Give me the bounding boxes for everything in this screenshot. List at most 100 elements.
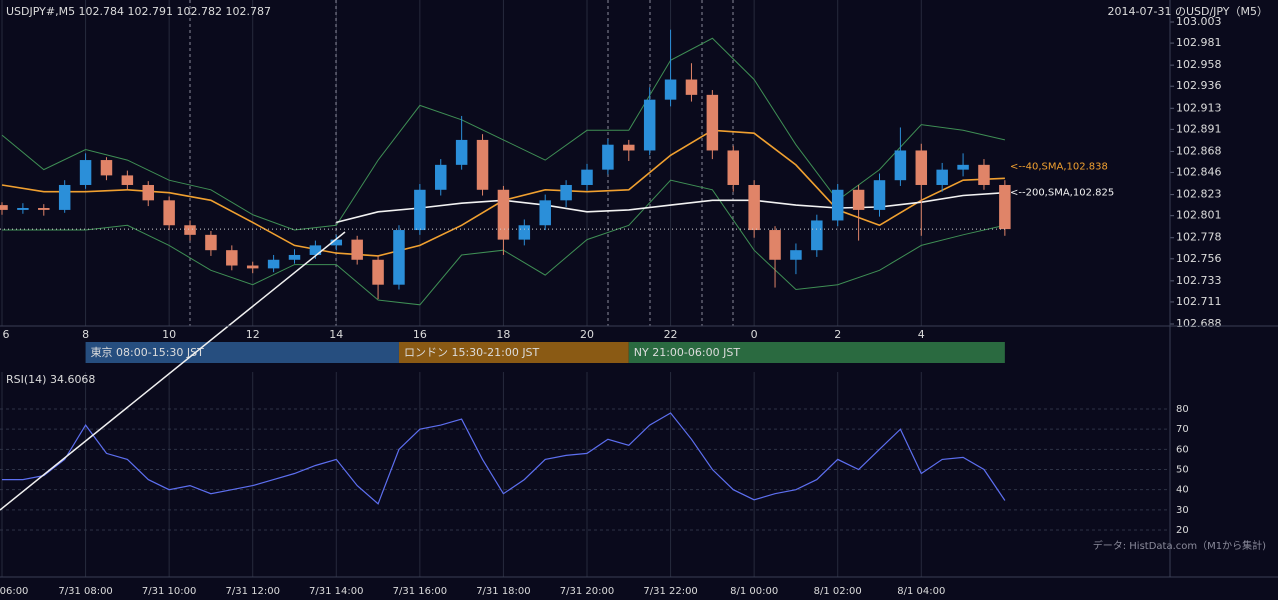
y-tick-label: 80	[1176, 404, 1189, 415]
x-tick-label: 14	[329, 328, 343, 341]
x-tick-label: 18	[496, 328, 510, 341]
session-band	[398, 342, 629, 363]
y-tick-label: 102.823	[1176, 188, 1222, 201]
ma-label: <--200,SMA,102.825	[1010, 188, 1114, 199]
candle-body	[205, 234, 217, 251]
candle-body	[351, 239, 363, 260]
candle-body	[184, 225, 196, 235]
candle-body	[226, 250, 238, 266]
candle-body	[288, 254, 301, 260]
candle-body	[978, 164, 990, 185]
y-tick-label: 102.913	[1176, 101, 1222, 114]
candle-body	[58, 184, 71, 210]
y-tick-label: 20	[1176, 525, 1189, 536]
candle-body	[581, 169, 593, 185]
x-tick-label: 4	[918, 328, 925, 341]
y-tick-label: 102.936	[1176, 79, 1222, 92]
x-tick-label: 6	[3, 328, 10, 341]
candle-body	[79, 160, 92, 185]
candle-body	[748, 184, 760, 231]
candle-body	[246, 265, 259, 269]
candle-body	[435, 164, 447, 190]
candle-body	[664, 79, 677, 100]
candle-body	[372, 259, 384, 285]
candle-body	[414, 189, 426, 231]
y-tick-label: 102.778	[1176, 231, 1222, 244]
candle-body	[539, 200, 551, 226]
candle-body	[330, 239, 343, 246]
candle-body	[267, 259, 280, 269]
x-tick-label: 10	[162, 328, 176, 341]
rsi-line	[2, 412, 1006, 505]
x-tick-label: 8	[82, 328, 89, 341]
candle-body	[999, 184, 1011, 230]
session-label: NY 21:00-06:00 JST	[634, 346, 741, 359]
x-tick-label: 7/31 10:00	[142, 586, 196, 597]
y-tick-label: 102.801	[1176, 209, 1222, 222]
candle-body	[476, 139, 489, 190]
candle-body	[706, 94, 719, 151]
trend-line	[0, 231, 346, 511]
rsi-title: RSI(14) 34.6068	[6, 373, 95, 386]
x-tick-label: 06:00	[0, 586, 28, 597]
candle-body	[873, 180, 886, 210]
candle-body	[497, 189, 510, 240]
candle-body	[393, 230, 405, 285]
x-tick-label: 7/31 22:00	[643, 586, 697, 597]
x-tick-label: 7/31 12:00	[225, 586, 279, 597]
y-tick-label: 50	[1176, 465, 1189, 476]
candle-body	[790, 250, 802, 260]
y-tick-label: 70	[1176, 424, 1189, 435]
x-tick-label: 7/31 08:00	[58, 586, 112, 597]
y-tick-label: 60	[1176, 444, 1189, 455]
candle-body	[309, 245, 322, 255]
candle-body	[852, 189, 865, 210]
candle-body	[0, 205, 8, 210]
candle-body	[894, 150, 907, 181]
candle-body	[685, 79, 698, 95]
source: データ: HistData.com（M1から集計)	[1093, 539, 1266, 552]
session-label: ロンドン 15:30-21:00 JST	[404, 346, 540, 359]
x-tick-label: 7/31 20:00	[560, 586, 614, 597]
x-tick-label: 2	[834, 328, 841, 341]
candle-body	[518, 225, 531, 240]
candle-body	[769, 230, 781, 260]
y-tick-label: 102.891	[1176, 122, 1222, 135]
candle-body	[602, 144, 614, 170]
candle-body	[727, 150, 739, 185]
header: USDJPY#,M5 102.784 102.791 102.782 102.7…	[6, 5, 271, 18]
candle-body	[623, 144, 635, 151]
candle-body	[100, 160, 113, 176]
x-tick-label: 22	[664, 328, 678, 341]
x-tick-label: 7/31 14:00	[309, 586, 363, 597]
ma-label: <--40,SMA,102.838	[1010, 161, 1108, 172]
x-tick-label: 8/1 04:00	[897, 586, 945, 597]
moving-average	[336, 191, 1005, 224]
title: 2014-07-31 のUSD/JPY（M5）	[1108, 5, 1268, 18]
rsi-panel	[2, 412, 1006, 505]
x-tick-label: 7/31 18:00	[476, 586, 530, 597]
x-tick-label: 7/31 16:00	[393, 586, 447, 597]
session-band	[85, 342, 399, 363]
y-tick-label: 102.958	[1176, 58, 1222, 71]
y-tick-label: 40	[1176, 485, 1189, 496]
x-tick-label: 0	[751, 328, 758, 341]
y-tick-label: 102.756	[1176, 252, 1222, 265]
session-band	[628, 342, 1005, 363]
candle-body	[163, 200, 175, 226]
y-tick-label: 103.003	[1176, 15, 1222, 28]
x-tick-label: 20	[580, 328, 594, 341]
x-tick-label: 12	[246, 328, 260, 341]
candle-body	[17, 207, 29, 210]
candle-body	[936, 169, 948, 185]
y-tick-label: 102.733	[1176, 274, 1222, 287]
candle-body	[643, 99, 656, 151]
candle-body	[915, 150, 928, 185]
candle-body	[811, 220, 823, 251]
candle-body	[38, 207, 50, 210]
y-tick-label: 102.868	[1176, 144, 1222, 157]
y-tick-label: 30	[1176, 505, 1189, 516]
candle-body	[831, 189, 844, 221]
